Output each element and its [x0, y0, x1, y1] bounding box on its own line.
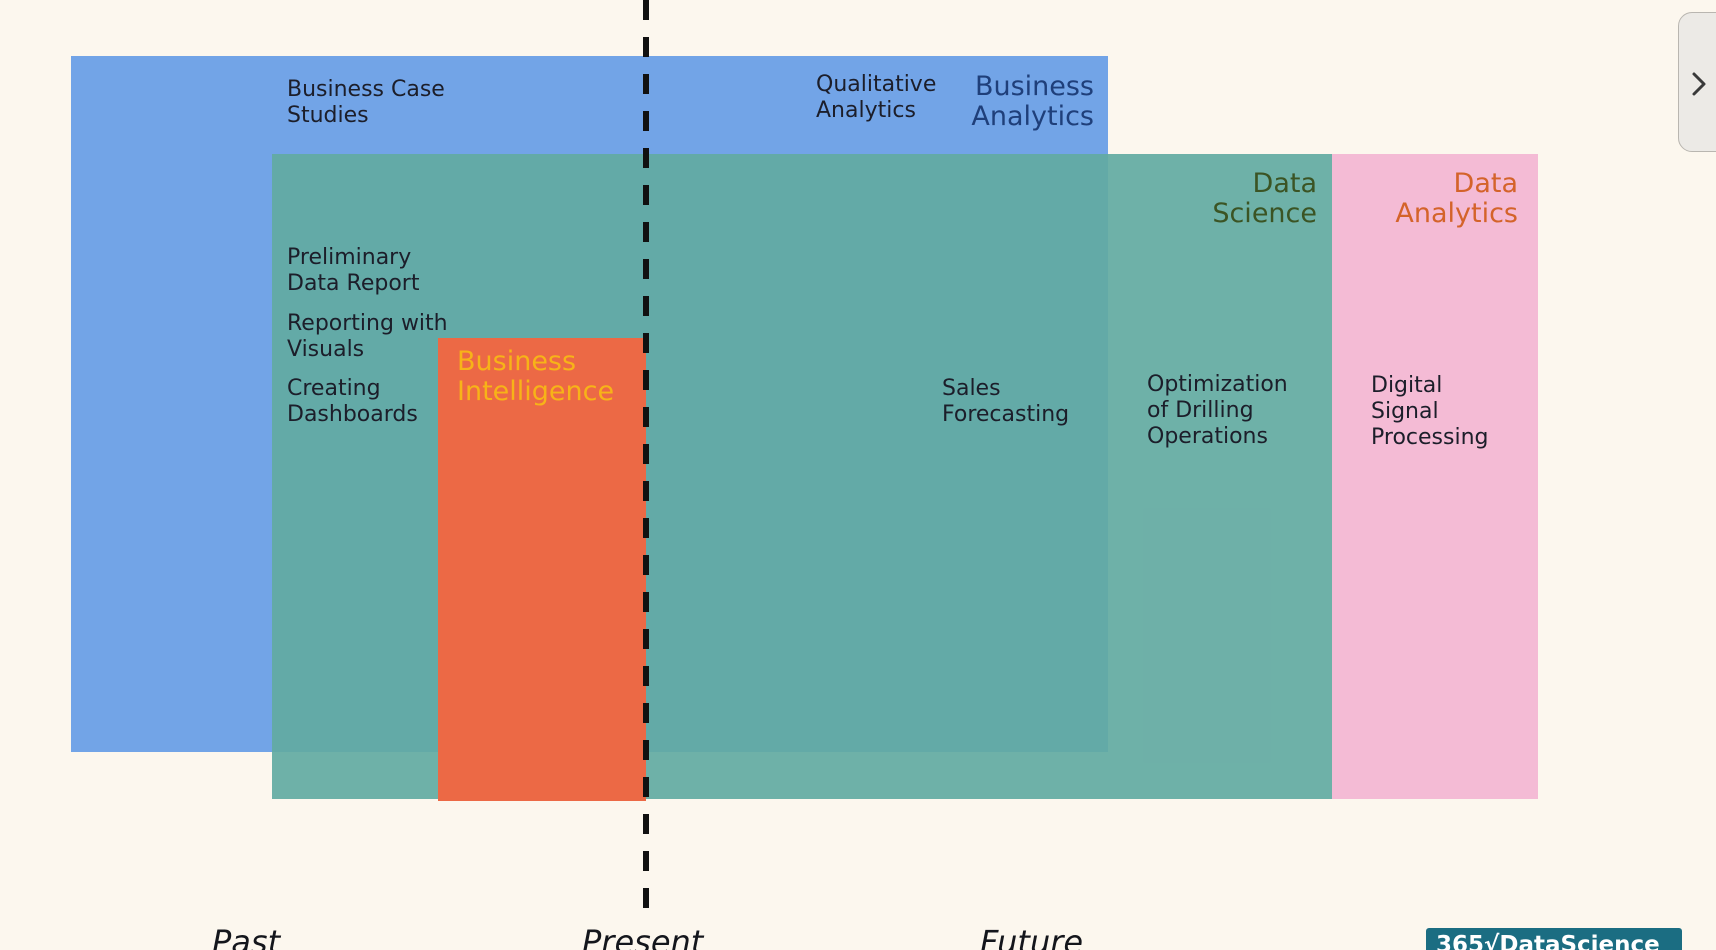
item-line: Data Report [287, 271, 420, 296]
business-intelligence-title: Business Intelligence [457, 347, 643, 407]
item-business-case-studies: Business Case Studies [287, 77, 445, 129]
item-creating-dashboards: Creating Dashboards [287, 376, 418, 428]
item-preliminary-data-report: Preliminary Data Report [287, 245, 419, 297]
business-analytics-title: Business Analytics [940, 72, 1094, 132]
item-line: Studies [287, 103, 369, 128]
item-optimization-drilling: Optimization of Drilling Operations [1147, 372, 1288, 450]
data-science-region [272, 154, 1332, 799]
item-line: Optimization [1147, 372, 1288, 397]
chevron-right-icon [1692, 72, 1706, 96]
item-line: Forecasting [942, 402, 1070, 427]
item-line: Sales [942, 376, 1001, 401]
brand-logo-text: 365√DataScience [1436, 932, 1660, 950]
side-panel-toggle-button[interactable] [1678, 12, 1716, 152]
data-analytics-title: Data Analytics [1362, 169, 1518, 229]
timeline-future-label: Future [980, 923, 1084, 950]
timeline-present-label: Present [582, 923, 704, 950]
item-digital-signal-processing: Digital Signal Processing [1371, 373, 1488, 451]
item-qualitative-analytics: Qualitative Analytics [816, 72, 936, 124]
item-line: Visuals [287, 337, 365, 362]
item-sales-forecasting: Sales Forecasting [942, 376, 1069, 428]
item-line: Creating [287, 376, 381, 401]
item-line: Reporting with [287, 311, 448, 336]
data-science-title-line1: Data [1252, 168, 1317, 199]
business-intelligence-region [438, 338, 646, 801]
data-analytics-title-line2: Analytics [1395, 198, 1518, 229]
brand-logo: 365√DataScience [1426, 928, 1682, 950]
item-line: Signal [1371, 399, 1439, 424]
item-line: Business Case [287, 77, 445, 102]
item-line: Dashboards [287, 402, 418, 427]
data-science-title-line2: Science [1212, 198, 1317, 229]
item-line: Processing [1371, 425, 1489, 450]
data-analytics-title-line1: Data [1453, 168, 1518, 199]
item-reporting-with-visuals: Reporting with Visuals [287, 311, 448, 363]
item-line: Digital [1371, 373, 1443, 398]
timeline-past-label: Past [212, 923, 281, 950]
business-intelligence-title-line1: Business [457, 346, 577, 377]
data-science-title: Data Science [1160, 169, 1317, 229]
item-line: Analytics [816, 98, 916, 123]
business-analytics-title-line2: Analytics [971, 101, 1094, 132]
item-line: of Drilling [1147, 398, 1254, 423]
item-line: Qualitative [816, 72, 937, 97]
item-line: Preliminary [287, 245, 412, 270]
business-analytics-title-line1: Business [974, 71, 1094, 102]
present-divider-line [643, 0, 649, 908]
business-intelligence-title-line2: Intelligence [457, 376, 615, 407]
item-line: Operations [1147, 424, 1268, 449]
data-analytics-region [1332, 154, 1538, 799]
